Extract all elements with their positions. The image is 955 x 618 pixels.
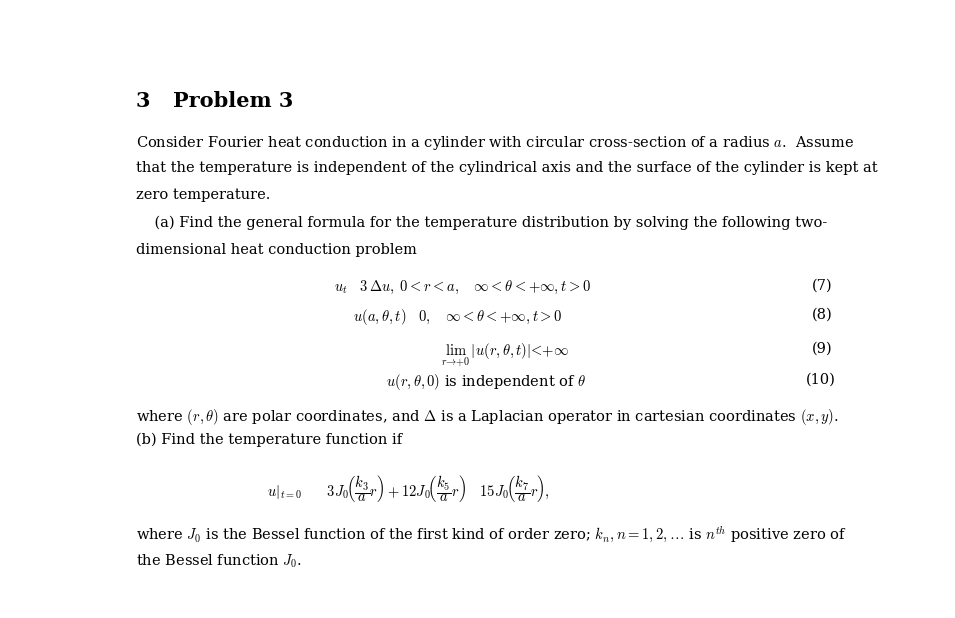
Text: 3: 3 <box>136 91 150 111</box>
Text: (10): (10) <box>806 373 836 386</box>
Text: (7): (7) <box>812 279 832 293</box>
Text: that the temperature is independent of the cylindrical axis and the surface of t: that the temperature is independent of t… <box>136 161 878 175</box>
Text: $u|_{t=0} \qquad 3J_0\!\left(\dfrac{k_3}{a}r\right) + 12J_0\!\left(\dfrac{k_5}{a: $u|_{t=0} \qquad 3J_0\!\left(\dfrac{k_3}… <box>267 473 550 504</box>
Text: Problem 3: Problem 3 <box>173 91 293 111</box>
Text: Consider Fourier heat conduction in a cylinder with circular cross-section of a : Consider Fourier heat conduction in a cy… <box>136 133 854 151</box>
Text: (9): (9) <box>812 341 832 355</box>
Text: where $J_0$ is the Bessel function of the first kind of order zero; $k_n, n = 1,: where $J_0$ is the Bessel function of th… <box>136 525 846 545</box>
Text: $u_t \quad 3\,\Delta u,\; 0 < r < a, \quad \infty < \theta < +\infty, t > 0$: $u_t \quad 3\,\Delta u,\; 0 < r < a, \qu… <box>334 279 591 296</box>
Text: dimensional heat conduction problem: dimensional heat conduction problem <box>136 243 416 257</box>
Text: zero temperature.: zero temperature. <box>136 188 270 202</box>
Text: $u(r, \theta, 0)$ is independent of $\theta$: $u(r, \theta, 0)$ is independent of $\th… <box>386 373 586 392</box>
Text: (8): (8) <box>812 307 832 321</box>
Text: the Bessel function $J_0$.: the Bessel function $J_0$. <box>136 552 302 570</box>
Text: $u(a, \theta, t) \quad 0, \quad \infty < \theta < +\infty, t > 0$: $u(a, \theta, t) \quad 0, \quad \infty <… <box>352 307 562 328</box>
Text: (b) Find the temperature function if: (b) Find the temperature function if <box>136 433 402 447</box>
Text: $\lim_{r\to+0}\,|u(r,\theta,t)| < +\infty$: $\lim_{r\to+0}\,|u(r,\theta,t)| < +\inft… <box>441 341 569 368</box>
Text: (a) Find the general formula for the temperature distribution by solving the fol: (a) Find the general formula for the tem… <box>136 216 827 231</box>
Text: where $(r, \theta)$ are polar coordinates, and $\Delta$ is a Laplacian operator : where $(r, \theta)$ are polar coordinate… <box>136 407 838 427</box>
